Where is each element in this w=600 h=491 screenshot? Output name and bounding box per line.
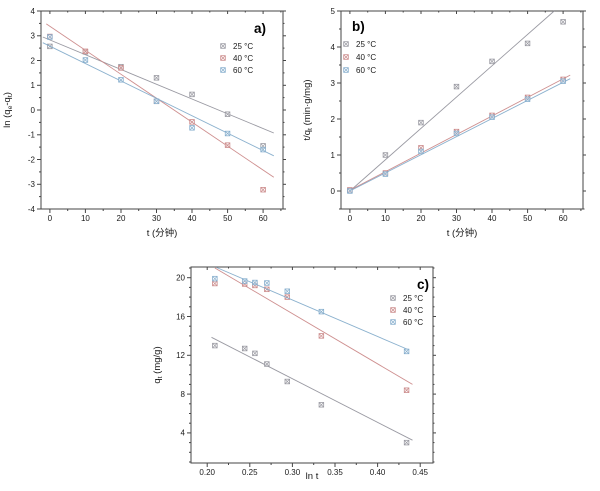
fit-line — [211, 336, 413, 441]
svg-text:20: 20 — [117, 214, 126, 223]
y-axis-title: qt (mg/g) — [152, 346, 164, 383]
svg-text:12: 12 — [176, 351, 185, 360]
legend-label: 25 °C — [403, 294, 423, 303]
legend-label: 40 °C — [403, 306, 423, 315]
chart-c: 0.20 0.25 0.30 0.35 0.40 0.45 4 8 12 16 20 25 °C 40 … — [152, 266, 436, 482]
svg-text:0.30: 0.30 — [285, 468, 301, 477]
series-25C — [347, 10, 566, 193]
svg-text:2: 2 — [331, 115, 336, 124]
chart-panel-c: 0.20 0.25 0.30 0.35 0.40 0.45 4 8 12 16 20 25 °C 40 … — [150, 245, 450, 491]
x-axis-title: ln t — [306, 471, 319, 482]
panel-label: a) — [254, 21, 266, 36]
svg-text:8: 8 — [181, 390, 186, 399]
fit-line — [214, 267, 413, 385]
x-axis-tick-labels: 0 10 20 30 40 50 60 — [348, 214, 568, 223]
svg-text:2: 2 — [31, 56, 36, 65]
svg-text:5: 5 — [331, 7, 336, 16]
x-axis — [49, 11, 282, 213]
svg-text:0: 0 — [48, 214, 53, 223]
chart-b: 0 10 20 30 40 50 60 0 1 2 3 4 5 25 °C 40 °C 60 °C b) t (分… — [302, 7, 586, 239]
chart-panel-a: 0 10 20 30 40 50 60 -4 -3 -2 -1 0 1 2 3 4 25 °C 40 °C 60 °… — [0, 0, 300, 245]
legend: 25 °C 40 °C 60 °C — [343, 40, 376, 75]
svg-text:50: 50 — [523, 214, 532, 223]
x-axis — [206, 267, 421, 467]
x-axis — [349, 11, 582, 213]
svg-text:10: 10 — [381, 214, 390, 223]
svg-text:50: 50 — [223, 214, 232, 223]
svg-text:-2: -2 — [28, 155, 36, 164]
svg-text:1: 1 — [331, 151, 336, 160]
svg-text:30: 30 — [452, 214, 461, 223]
y-axis-tick-labels: 0 1 2 3 4 5 — [331, 7, 336, 196]
svg-text:60: 60 — [559, 214, 568, 223]
svg-text:1: 1 — [31, 81, 36, 90]
fit-line — [216, 267, 410, 351]
x-axis-tick-labels: 0.20 0.25 0.30 0.35 0.40 0.45 — [199, 468, 428, 477]
legend-label: 25 °C — [233, 42, 253, 51]
x-axis-title: t (分钟) — [447, 227, 478, 239]
svg-text:0: 0 — [348, 214, 353, 223]
svg-text:4: 4 — [331, 43, 336, 52]
panel-label: b) — [352, 19, 365, 34]
x-axis-title: t (分钟) — [147, 227, 178, 239]
x-axis-tick-labels: 0 10 20 30 40 50 60 — [48, 214, 268, 223]
svg-text:3: 3 — [331, 79, 336, 88]
svg-text:-4: -4 — [28, 205, 36, 214]
svg-text:40: 40 — [188, 214, 197, 223]
svg-text:0.40: 0.40 — [370, 468, 386, 477]
legend-label: 60 °C — [403, 318, 423, 327]
svg-text:40: 40 — [488, 214, 497, 223]
y-axis-title: ln (qe-qt) — [2, 92, 14, 128]
legend: 25 °C 40 °C 60 °C — [390, 294, 423, 327]
svg-text:4: 4 — [31, 7, 36, 16]
svg-text:10: 10 — [81, 214, 90, 223]
series-60C — [212, 267, 410, 355]
series-60C — [42, 34, 274, 157]
legend-label: 60 °C — [356, 66, 376, 75]
svg-text:0.45: 0.45 — [412, 468, 428, 477]
legend-label: 25 °C — [356, 40, 376, 49]
panel-label: c) — [417, 277, 429, 292]
svg-text:0.20: 0.20 — [199, 468, 215, 477]
chart-a: 0 10 20 30 40 50 60 -4 -3 -2 -1 0 1 2 3 4 25 °C 40 °C 60 °… — [2, 7, 286, 239]
svg-text:-1: -1 — [28, 131, 36, 140]
svg-text:0: 0 — [331, 187, 336, 196]
svg-text:0.35: 0.35 — [327, 468, 343, 477]
svg-text:0.25: 0.25 — [242, 468, 258, 477]
y-axis — [337, 10, 586, 210]
legend: 25 °C 40 °C 60 °C — [220, 42, 253, 75]
plot-frame — [340, 10, 584, 210]
series-25C — [211, 336, 413, 446]
plot-frame — [40, 10, 284, 210]
svg-text:0: 0 — [31, 106, 36, 115]
plot-frame — [190, 266, 434, 464]
fit-line — [349, 10, 555, 192]
svg-text:60: 60 — [259, 214, 268, 223]
series-60C — [347, 78, 571, 194]
svg-text:30: 30 — [152, 214, 161, 223]
svg-text:20: 20 — [417, 214, 426, 223]
series-40C — [212, 267, 413, 393]
y-axis-title: t/qt (min·g/mg) — [302, 79, 314, 140]
y-axis — [37, 10, 286, 210]
y-axis-tick-labels: -4 -3 -2 -1 0 1 2 3 4 — [28, 7, 36, 214]
legend-label: 40 °C — [356, 53, 376, 62]
y-axis — [187, 267, 436, 463]
svg-text:-3: -3 — [28, 180, 36, 189]
svg-text:16: 16 — [176, 312, 185, 321]
y-axis-tick-labels: 4 8 12 16 20 — [176, 274, 185, 438]
fit-line — [42, 36, 274, 134]
legend-label: 40 °C — [233, 54, 253, 63]
svg-text:4: 4 — [181, 429, 186, 438]
chart-panel-b: 0 10 20 30 40 50 60 0 1 2 3 4 5 25 °C 40 °C 60 °C b) t (分… — [300, 0, 600, 245]
legend-label: 60 °C — [233, 66, 253, 75]
svg-text:3: 3 — [31, 32, 36, 41]
svg-text:20: 20 — [176, 274, 185, 283]
